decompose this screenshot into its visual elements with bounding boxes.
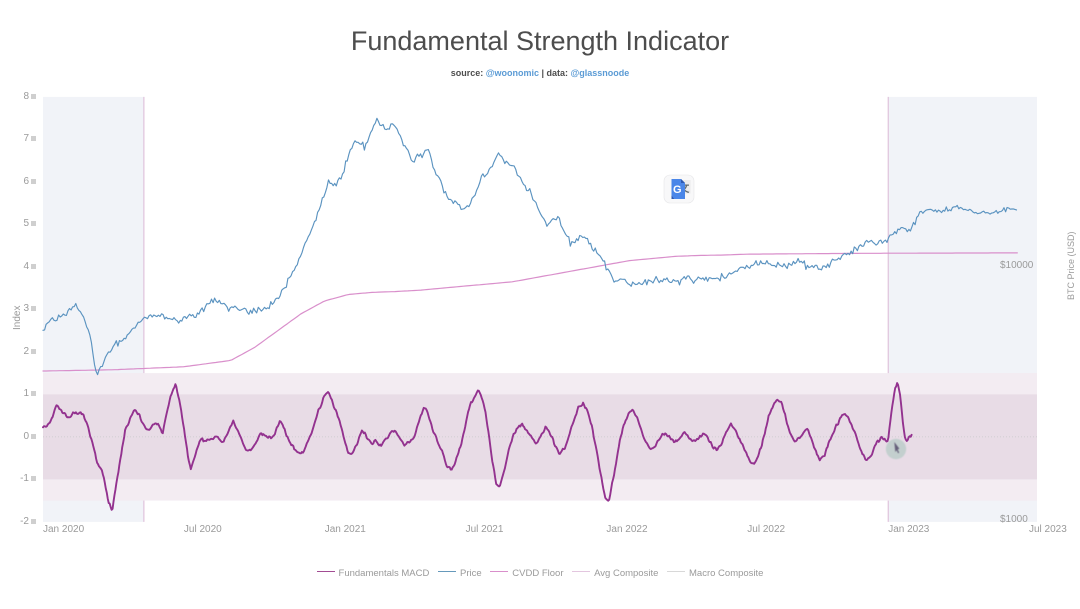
svg-text:G: G: [673, 184, 682, 196]
